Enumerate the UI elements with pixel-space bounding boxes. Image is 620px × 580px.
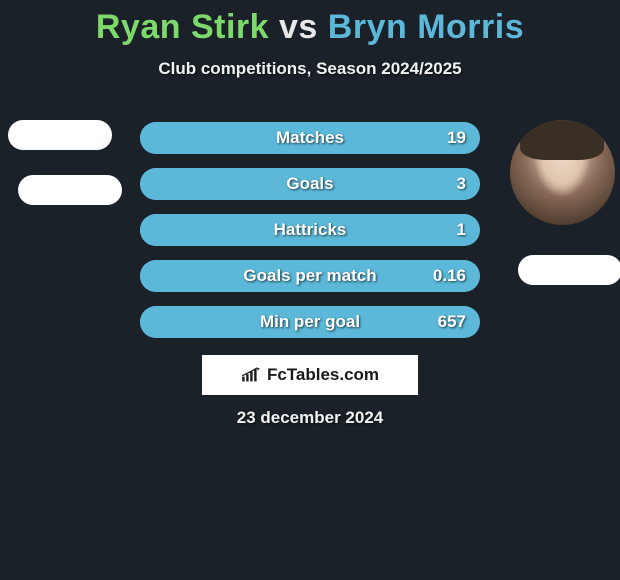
stat-label: Goals [140,168,480,200]
decor-pill [18,175,122,205]
stat-value-right: 657 [438,306,466,338]
stat-label: Min per goal [140,306,480,338]
player1-name: Ryan Stirk [96,8,269,46]
datestamp: 23 december 2024 [0,408,620,428]
stat-bar: Goals3 [140,168,480,200]
stat-label: Matches [140,122,480,154]
compare-bars: Matches19 Goals3 Hattricks1 Goals per match… [140,122,480,352]
brand-box: FcTables.com [202,355,418,395]
brand-text: FcTables.com [267,365,379,385]
stat-label: Goals per match [140,260,480,292]
stat-value-right: 0.16 [433,260,466,292]
stat-label: Hattricks [140,214,480,246]
decor-pill [8,120,112,150]
stat-value-right: 1 [457,214,466,246]
stat-value-right: 19 [447,122,466,154]
bar-trend-icon [241,367,261,383]
stat-bar: Goals per match0.16 [140,260,480,292]
decor-pill [518,255,620,285]
stat-bar: Hattricks1 [140,214,480,246]
stat-bar: Matches19 [140,122,480,154]
stat-bar: Min per goal657 [140,306,480,338]
stat-value-right: 3 [457,168,466,200]
subtitle: Club competitions, Season 2024/2025 [0,59,620,79]
player2-name: Bryn Morris [328,8,524,46]
vs-label: vs [279,8,318,46]
player2-avatar [510,120,615,225]
compare-title: Ryan Stirk vs Bryn Morris [0,0,620,47]
